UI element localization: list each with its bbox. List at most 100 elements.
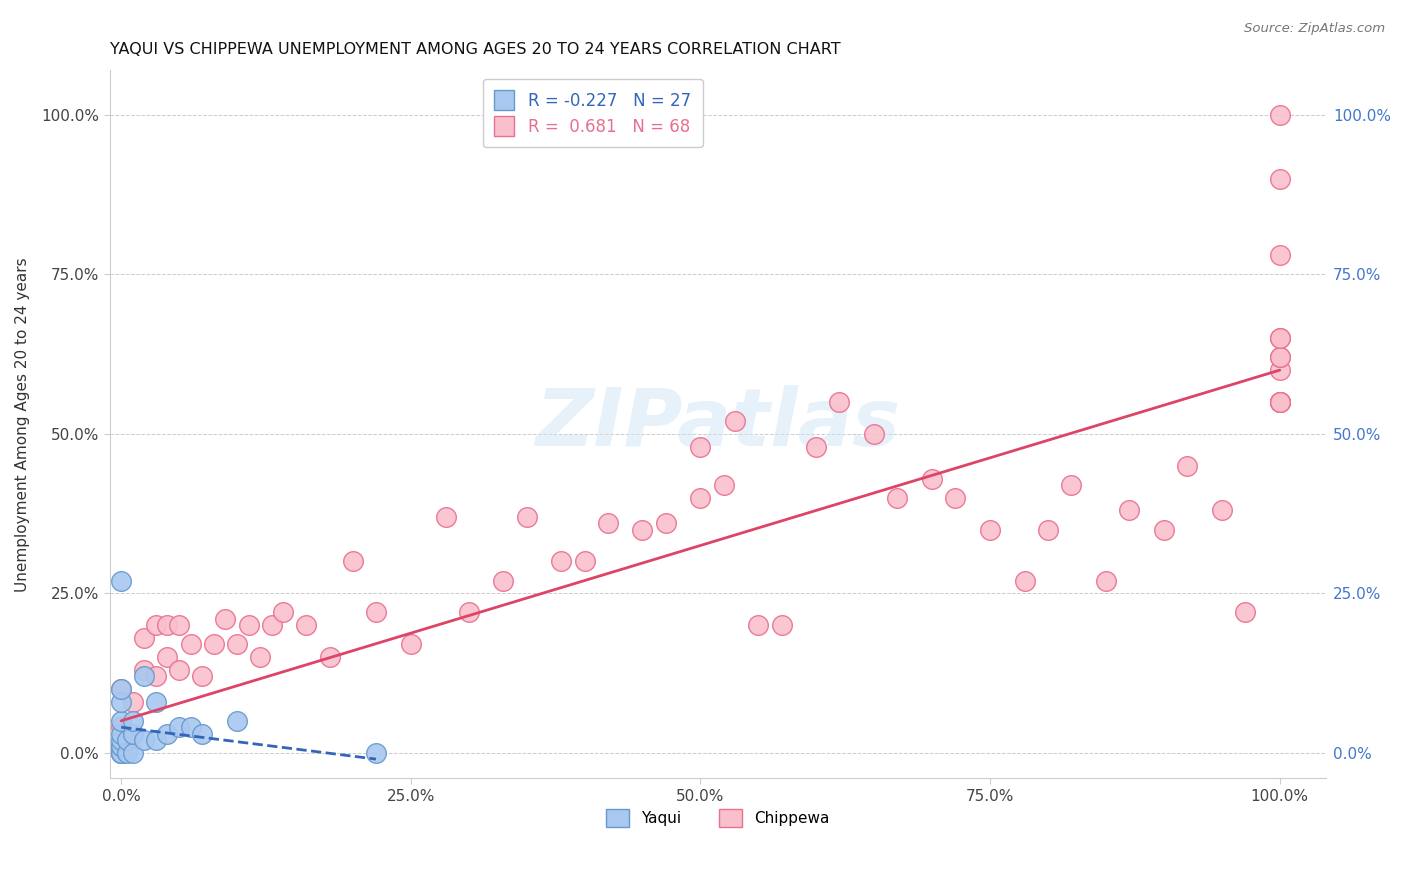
Point	[1268, 331, 1291, 345]
Point	[318, 650, 340, 665]
Point	[364, 746, 387, 760]
Point	[110, 746, 132, 760]
Point	[202, 637, 225, 651]
Point	[516, 509, 538, 524]
Point	[167, 663, 190, 677]
Y-axis label: Unemployment Among Ages 20 to 24 years: Unemployment Among Ages 20 to 24 years	[15, 257, 30, 591]
Point	[863, 426, 886, 441]
Point	[654, 516, 676, 531]
Point	[226, 714, 249, 728]
Point	[886, 491, 908, 505]
Point	[770, 618, 793, 632]
Point	[492, 574, 515, 588]
Point	[434, 509, 457, 524]
Point	[1233, 606, 1256, 620]
Point	[145, 669, 167, 683]
Point	[191, 726, 214, 740]
Point	[457, 606, 479, 620]
Point	[713, 478, 735, 492]
Point	[1268, 108, 1291, 122]
Point	[226, 637, 249, 651]
Text: YAQUI VS CHIPPEWA UNEMPLOYMENT AMONG AGES 20 TO 24 YEARS CORRELATION CHART: YAQUI VS CHIPPEWA UNEMPLOYMENT AMONG AGE…	[110, 42, 841, 57]
Point	[167, 720, 190, 734]
Point	[399, 637, 422, 651]
Text: ZIPatlas: ZIPatlas	[536, 385, 900, 463]
Point	[1268, 351, 1291, 365]
Point	[238, 618, 260, 632]
Point	[364, 606, 387, 620]
Point	[596, 516, 619, 531]
Point	[110, 681, 132, 696]
Point	[134, 663, 156, 677]
Point	[1014, 574, 1036, 588]
Point	[180, 637, 202, 651]
Text: Source: ZipAtlas.com: Source: ZipAtlas.com	[1244, 22, 1385, 36]
Point	[121, 746, 143, 760]
Point	[260, 618, 283, 632]
Point	[167, 618, 190, 632]
Point	[689, 491, 711, 505]
Point	[921, 471, 943, 485]
Point	[121, 726, 143, 740]
Point	[1268, 171, 1291, 186]
Point	[121, 714, 143, 728]
Point	[1268, 395, 1291, 409]
Point	[121, 695, 143, 709]
Point	[134, 733, 156, 747]
Legend: Yaqui, Chippewa: Yaqui, Chippewa	[598, 801, 838, 834]
Point	[1268, 248, 1291, 262]
Point	[134, 631, 156, 645]
Point	[115, 733, 138, 747]
Point	[110, 746, 132, 760]
Point	[1268, 395, 1291, 409]
Point	[550, 554, 572, 568]
Point	[1060, 478, 1083, 492]
Point	[156, 726, 179, 740]
Point	[689, 440, 711, 454]
Point	[1036, 523, 1059, 537]
Point	[249, 650, 271, 665]
Point	[1153, 523, 1175, 537]
Point	[1211, 503, 1233, 517]
Point	[747, 618, 769, 632]
Point	[1175, 458, 1198, 473]
Point	[724, 414, 747, 428]
Point	[943, 491, 966, 505]
Point	[574, 554, 596, 568]
Point	[110, 746, 132, 760]
Point	[828, 395, 851, 409]
Point	[145, 733, 167, 747]
Point	[806, 440, 828, 454]
Point	[156, 618, 179, 632]
Point	[1268, 331, 1291, 345]
Point	[1268, 363, 1291, 377]
Point	[110, 733, 132, 747]
Point	[110, 746, 132, 760]
Point	[115, 746, 138, 760]
Point	[191, 669, 214, 683]
Point	[1268, 395, 1291, 409]
Point	[1118, 503, 1140, 517]
Point	[273, 606, 295, 620]
Point	[110, 695, 132, 709]
Point	[1268, 351, 1291, 365]
Point	[1268, 395, 1291, 409]
Point	[342, 554, 364, 568]
Point	[180, 720, 202, 734]
Point	[110, 739, 132, 754]
Point	[110, 739, 132, 754]
Point	[979, 523, 1001, 537]
Point	[110, 681, 132, 696]
Point	[110, 574, 132, 588]
Point	[1095, 574, 1118, 588]
Point	[631, 523, 654, 537]
Point	[156, 650, 179, 665]
Point	[110, 720, 132, 734]
Point	[145, 618, 167, 632]
Point	[145, 695, 167, 709]
Point	[295, 618, 318, 632]
Point	[134, 669, 156, 683]
Point	[110, 714, 132, 728]
Point	[110, 726, 132, 740]
Point	[214, 612, 236, 626]
